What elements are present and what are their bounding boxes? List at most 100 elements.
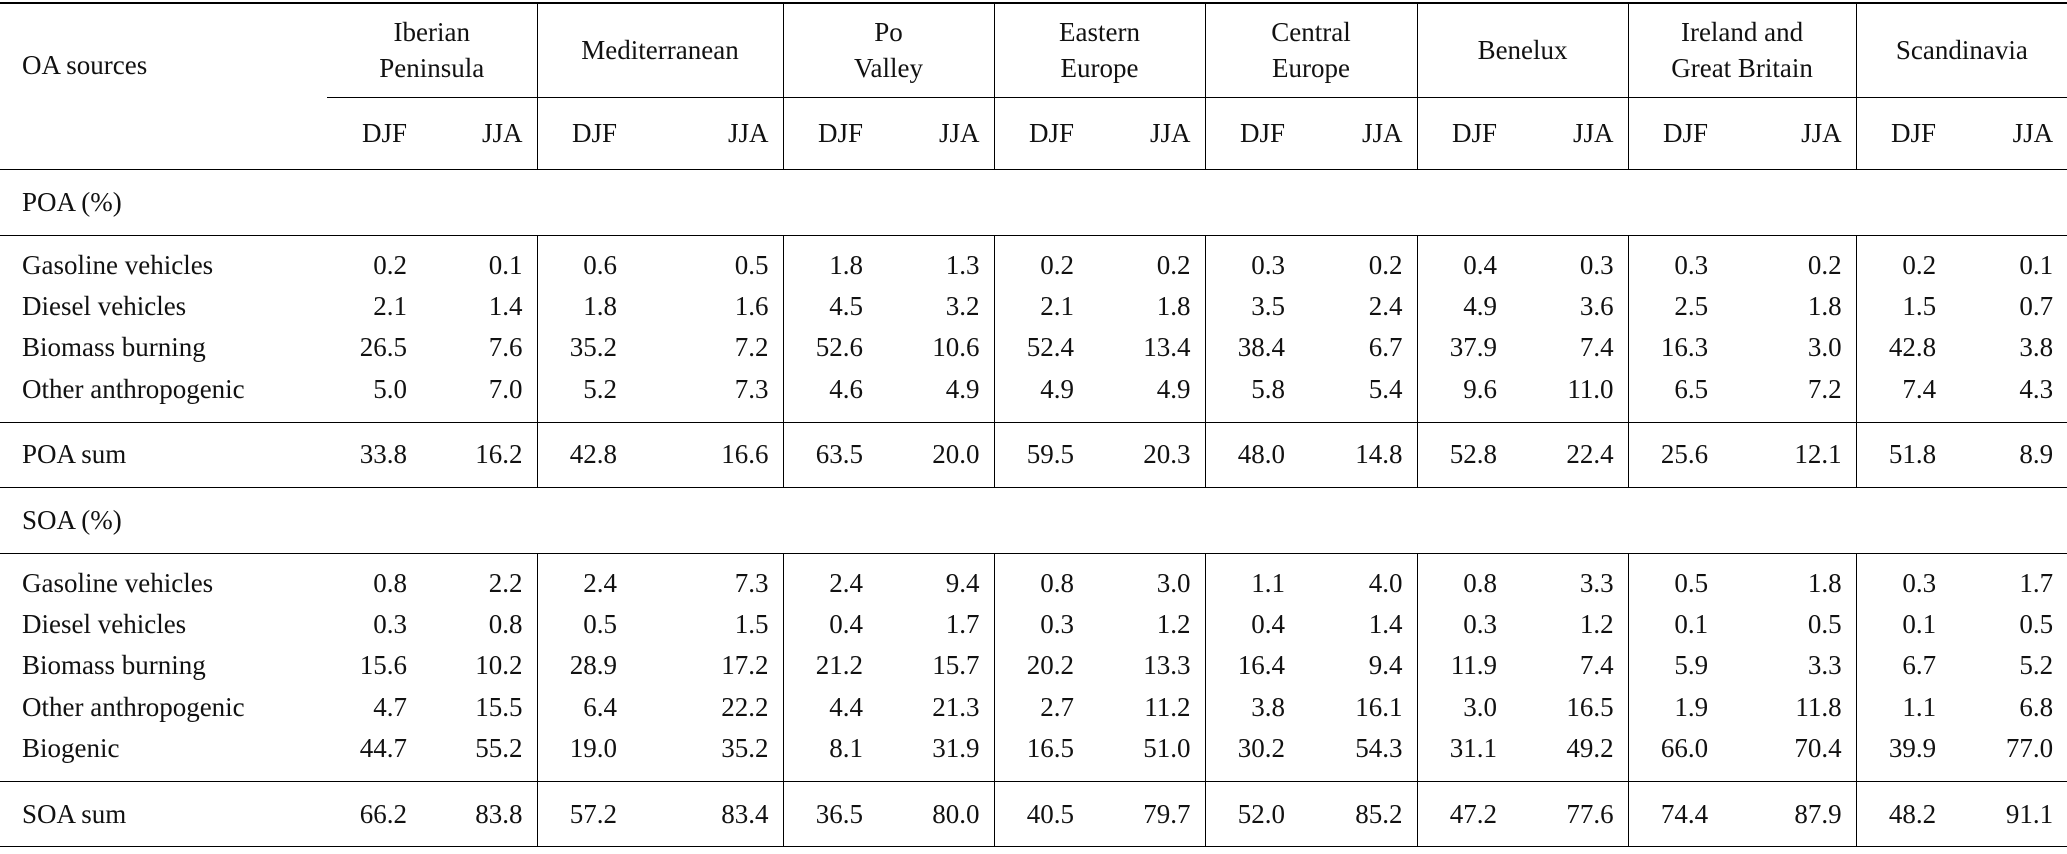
value-cell: 0.8 [327, 552, 427, 604]
season-header: DJF [361, 117, 407, 148]
value-cell: 52.4 [993, 327, 1095, 369]
value-cell: 0.3 [1416, 603, 1518, 645]
row-label: Diesel vehicles [22, 290, 187, 321]
value-cell: 9.4 [883, 552, 995, 604]
value-cell: 66.0 [1627, 728, 1729, 782]
value-cell: 0.4 [1416, 234, 1518, 286]
value-cell: 2.2 [427, 552, 537, 604]
value-cell: 57.2 [536, 781, 637, 847]
header-label: OA sources [0, 2, 327, 97]
data-row: Other anthropogenic 5.0 7.0 5.2 7.3 4.6 4.9 4.9… [0, 368, 2067, 422]
value-cell: 9.4 [1368, 650, 1403, 681]
value-cell: 3.0 [1094, 552, 1206, 604]
row-label: Biogenic [22, 733, 120, 763]
value-cell: 7.3 [637, 552, 784, 604]
value-cell: 0.2 [1305, 234, 1418, 286]
region-header: Central Europe [1204, 2, 1418, 98]
value-cell: 4.6 [782, 368, 884, 422]
value-cell: 0.6 [536, 234, 637, 286]
row-label: Gasoline vehicles [0, 234, 327, 286]
season-header: JJA [1150, 117, 1191, 148]
value-cell: 0.8 [1416, 552, 1518, 604]
value-cell: 3.6 [1579, 290, 1614, 321]
value-cell: 4.9 [1416, 285, 1518, 327]
value-cell: 1.1 [1855, 686, 1957, 728]
season-header: DJF [1627, 97, 1729, 169]
season-header: DJF [536, 97, 637, 169]
value-cell: 3.0 [1416, 686, 1518, 728]
value-cell: 49.2 [1566, 733, 1614, 763]
sum-row: POA sum 33.8 16.2 42.8 16.6 63.5 20.0 59.5 20.3 4… [0, 421, 2067, 487]
value-cell: 0.5 [536, 603, 637, 645]
value-cell: 5.9 [1627, 645, 1729, 687]
value-cell: 0.8 [488, 608, 523, 639]
value-cell: 2.4 [536, 552, 637, 604]
value-cell: 28.9 [536, 645, 637, 687]
value-cell: 16.5 [1566, 691, 1614, 722]
value-cell: 4.4 [782, 686, 884, 728]
value-cell: 7.0 [488, 373, 523, 404]
season-header: JJA [1801, 117, 1842, 148]
value-cell: 40.5 [993, 781, 1095, 847]
value-cell: 35.2 [536, 327, 637, 369]
value-cell: 4.9 [945, 373, 980, 404]
value-cell: 44.7 [359, 733, 407, 763]
value-cell: 39.9 [1855, 728, 1957, 782]
value-cell: 1.7 [1956, 552, 2067, 604]
header-row: OA sources Iberian Peninsula Mediterranean… [0, 2, 2067, 98]
value-cell: 77.0 [2005, 733, 2054, 763]
value-cell: 0.3 [1627, 234, 1729, 286]
value-cell: 0.1 [1627, 603, 1729, 645]
value-cell: 22.4 [1517, 421, 1629, 487]
row-label: Biomass burning [22, 650, 206, 681]
value-cell: 3.5 [1204, 285, 1306, 327]
value-cell: 13.4 [1143, 332, 1191, 363]
value-cell: 0.5 [2019, 608, 2054, 639]
value-cell: 14.8 [1305, 421, 1418, 487]
value-cell: 31.9 [932, 733, 980, 763]
value-cell: 85.2 [1305, 781, 1418, 847]
value-cell: 83.8 [427, 781, 537, 847]
value-cell: 16.3 [1627, 327, 1729, 369]
data-row: Biomass burning 15.6 10.2 28.9 17.2 21.2 15.7 2… [0, 645, 2067, 687]
value-cell: 25.6 [1627, 421, 1729, 487]
value-cell: 59.5 [993, 421, 1095, 487]
value-cell: 0.3 [1855, 552, 1957, 604]
region-header: Eastern Europe [993, 2, 1206, 98]
value-cell: 6.5 [1627, 368, 1729, 422]
value-cell: 0.2 [1728, 234, 1857, 286]
region-header: Mediterranean [536, 2, 784, 98]
value-cell: 21.2 [782, 645, 884, 687]
season-header: DJF [1855, 97, 1957, 169]
value-cell: 10.6 [932, 332, 980, 363]
value-cell: 1.4 [1368, 608, 1403, 639]
value-cell: 5.8 [1204, 368, 1306, 422]
value-cell: 0.7 [2019, 290, 2054, 321]
value-cell: 4.3 [2019, 373, 2054, 404]
season-row: DJF JJA DJF JJA DJF JJA DJF JJA DJF JJA DJF JJA DJF J… [0, 97, 2067, 169]
season-header: JJA [2012, 117, 2054, 148]
value-cell: 1.2 [1156, 608, 1191, 639]
value-cell: 4.7 [373, 691, 407, 722]
value-cell: 0.8 [993, 552, 1095, 604]
value-cell: 5.0 [373, 373, 407, 404]
value-cell: 5.4 [1368, 373, 1403, 404]
value-cell: 70.4 [1794, 733, 1842, 763]
season-header: DJF [1416, 97, 1518, 169]
value-cell: 16.4 [1204, 645, 1306, 687]
value-cell: 1.8 [1728, 552, 1857, 604]
value-cell: 4.9 [993, 368, 1095, 422]
value-cell: 8.9 [1956, 421, 2067, 487]
section-title: SOA (%) [0, 486, 2067, 553]
value-cell: 9.6 [1416, 368, 1518, 422]
value-cell: 63.5 [782, 421, 884, 487]
value-cell: 42.8 [1855, 327, 1957, 369]
value-cell: 21.3 [932, 691, 980, 722]
region-header: Ireland and Great Britain [1627, 2, 1857, 98]
value-cell: 0.1 [1956, 234, 2067, 286]
value-cell: 91.1 [1956, 781, 2067, 847]
row-label: Biomass burning [22, 332, 206, 363]
value-cell: 1.2 [1579, 608, 1614, 639]
